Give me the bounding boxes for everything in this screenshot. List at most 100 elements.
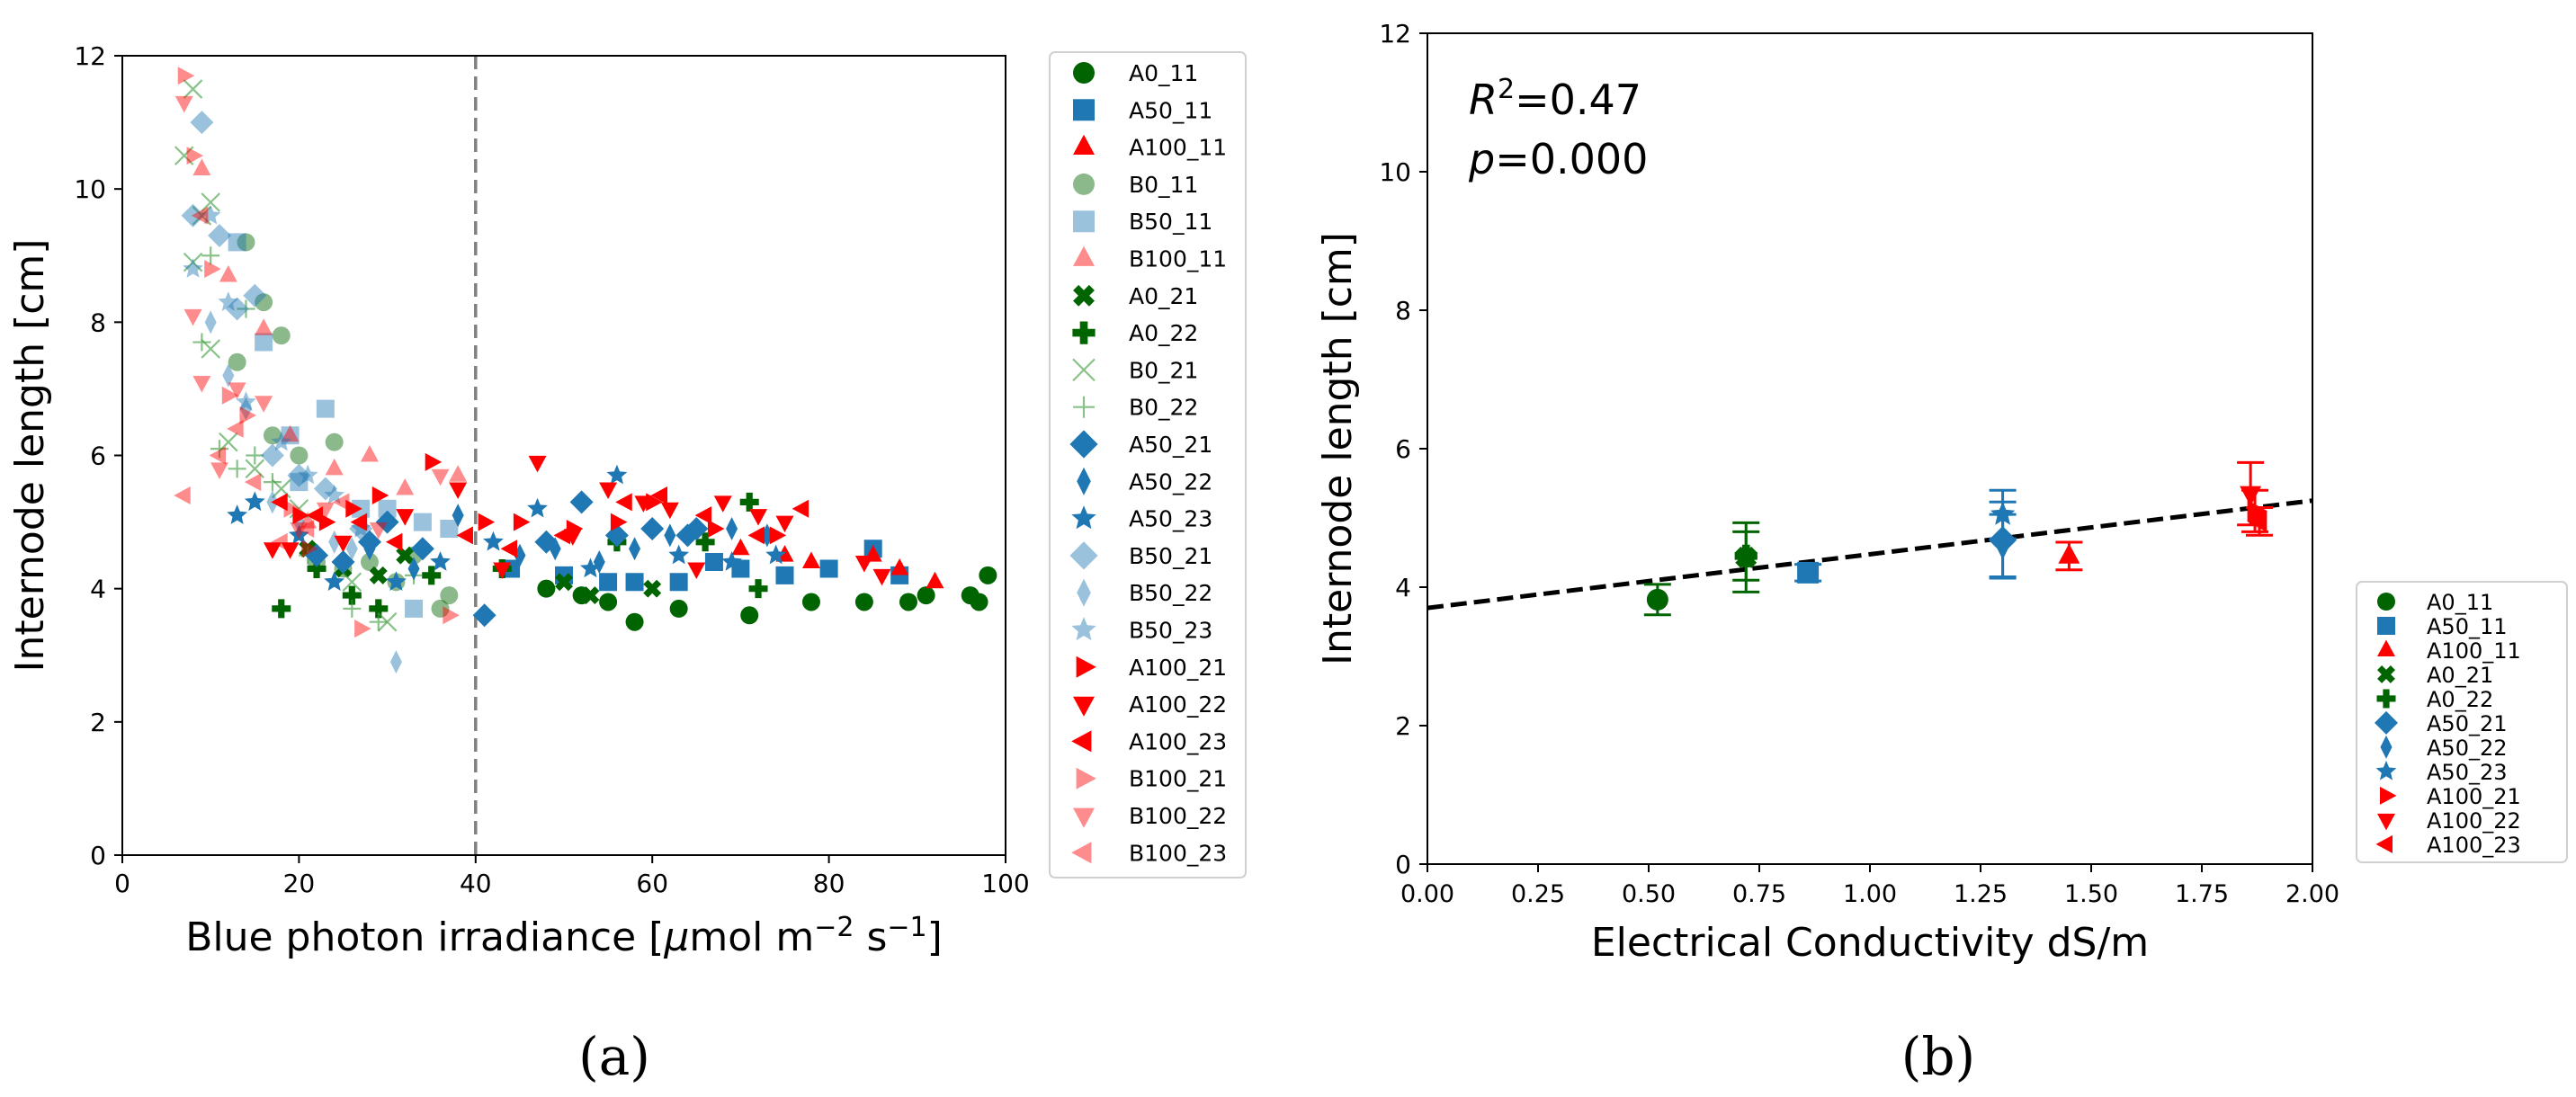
data-point <box>325 458 344 476</box>
series-b50-21 <box>181 111 373 540</box>
data-point <box>201 192 220 212</box>
data-point <box>979 566 997 584</box>
data-point <box>765 544 787 565</box>
legend-label: A100_22 <box>1129 691 1227 718</box>
data-point <box>669 599 688 618</box>
legend-entry-a50-23: A50_23 <box>2375 760 2508 785</box>
data-point <box>287 463 311 487</box>
data-point <box>204 310 217 334</box>
legend-label: A0_21 <box>2427 663 2493 688</box>
data-point <box>174 146 194 165</box>
legend-marker <box>1076 767 1096 789</box>
y-tick-label: 8 <box>1395 296 1411 326</box>
legend-label: B100_11 <box>1129 246 1227 272</box>
data-point <box>385 532 403 551</box>
data-point <box>425 452 443 471</box>
data-point <box>354 620 371 638</box>
legend-marker <box>2375 710 2398 735</box>
data-point <box>606 464 628 485</box>
legend-marker <box>1077 578 1091 607</box>
data-point <box>316 399 335 418</box>
data-point <box>228 233 246 252</box>
legend-entry-a0-11: A0_11 <box>1073 60 1198 86</box>
data-point <box>191 206 209 225</box>
data-point <box>360 445 379 462</box>
data-point <box>749 509 768 526</box>
data-point <box>343 599 362 618</box>
data-point <box>371 486 389 504</box>
data-point <box>405 599 424 618</box>
data-point <box>801 593 820 611</box>
series-a100-22 <box>2237 460 2265 527</box>
x-tick-label: 0.75 <box>1732 880 1786 908</box>
legend-label: A100_11 <box>2427 638 2521 664</box>
data-point <box>237 299 255 318</box>
data-point <box>687 562 706 579</box>
data-point <box>569 490 594 514</box>
data-point <box>288 524 309 545</box>
legend-entry-a50-22: A50_22 <box>1077 467 1212 495</box>
data-point <box>452 504 464 528</box>
legend-marker <box>2377 593 2395 611</box>
legend-marker <box>2380 735 2393 759</box>
data-point <box>449 482 468 500</box>
legend-label: B0_11 <box>1129 172 1198 198</box>
data-point <box>236 391 256 411</box>
data-point <box>854 593 873 611</box>
data-point <box>1990 501 2016 525</box>
data-point <box>443 606 460 625</box>
legend-entry-b0-11: B0_11 <box>1073 172 1198 198</box>
legend-entry-a0-21: A0_21 <box>1073 283 1198 309</box>
series-a100-23 <box>271 486 809 558</box>
panel-b: 0.00 0.25 0.50 0.75 1.00 1.25 1.50 1.75 2.00 0 2 4 6… <box>1315 19 2568 1087</box>
data-point <box>307 558 326 578</box>
series-a100-23 <box>2245 505 2273 537</box>
data-point <box>174 486 191 504</box>
legend-entry-a50-23: A50_23 <box>1071 505 1212 532</box>
x-axis-label: Electrical Conductivity dS/m <box>1591 920 2149 966</box>
data-point <box>704 553 723 572</box>
legend-marker <box>2375 760 2397 780</box>
data-point <box>271 431 292 451</box>
legend-marker <box>1076 656 1096 678</box>
data-point <box>345 499 362 518</box>
legend-marker <box>2377 616 2395 635</box>
data-point <box>407 557 420 581</box>
data-point <box>183 79 203 99</box>
legend-marker <box>1073 396 1095 418</box>
p-value-annotation: p=0.000 <box>1468 135 1648 183</box>
series-a0-21 <box>299 540 662 605</box>
data-point <box>204 260 221 279</box>
legend-entry-b0-21: B0_21 <box>1072 357 1198 383</box>
y-tick-label: 6 <box>90 441 106 471</box>
series-a0-11 <box>537 566 997 631</box>
data-point <box>228 382 246 399</box>
y-tick-label: 12 <box>1379 19 1411 49</box>
legend-marker <box>1071 617 1096 641</box>
data-point <box>1995 531 2010 560</box>
legend-label: A100_21 <box>2427 784 2521 809</box>
data-point <box>350 513 368 531</box>
data-point <box>775 566 794 584</box>
data-point <box>305 543 329 567</box>
data-point <box>227 504 248 524</box>
data-point <box>200 204 221 225</box>
legend-label: A100_21 <box>1129 655 1227 681</box>
data-point <box>599 573 618 592</box>
data-point <box>386 571 407 591</box>
data-point <box>290 522 309 540</box>
legend-entry-a100-21: A100_21 <box>1076 655 1227 681</box>
legend-box <box>1049 51 1247 878</box>
data-point <box>190 111 214 135</box>
legend-label: A50_21 <box>1129 432 1212 458</box>
data-point <box>316 502 335 520</box>
data-point <box>640 516 665 540</box>
data-point <box>363 537 376 561</box>
legend-label: A50_11 <box>2427 614 2508 639</box>
x-tick-label: 100 <box>981 869 1029 898</box>
data-point <box>243 283 267 308</box>
data-point <box>695 532 715 552</box>
legend-marker <box>1073 62 1095 84</box>
data-point <box>769 526 787 545</box>
data-point <box>396 509 415 526</box>
